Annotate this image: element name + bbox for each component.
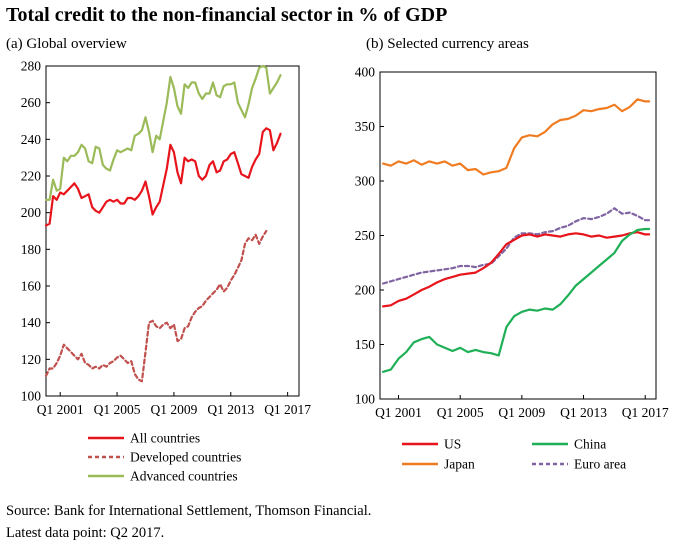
right-y-tick-label: 350 [355, 119, 376, 134]
left-y-tick-label: 220 [21, 169, 42, 184]
right-y-tick-label: 300 [355, 174, 376, 189]
right-y-tick-label: 200 [355, 283, 376, 298]
left-y-tick-label: 140 [21, 315, 42, 330]
left-y-tick-label: 200 [21, 205, 42, 220]
left-x-tick-label: Q1 2013 [207, 402, 254, 417]
right-x-tick-label: Q1 2001 [375, 405, 422, 420]
left-x-tick-label: Q1 2005 [94, 402, 141, 417]
right-series-line-japan [382, 98, 651, 176]
right-x-tick-label: Q1 2017 [622, 405, 669, 420]
right-series-line-euro [382, 207, 651, 285]
right-y-tick-label: 250 [355, 228, 376, 243]
right-x-tick-label: Q1 2005 [437, 405, 484, 420]
right-legend-label-euro: Euro area [574, 457, 626, 472]
right-y-tick-label: 100 [355, 392, 376, 407]
right-series-line-china [382, 227, 651, 373]
left-y-tick-label: 260 [21, 95, 42, 110]
right-y-tick-label: 150 [355, 337, 376, 352]
main-title: Total credit to the non-financial sector… [6, 4, 448, 26]
right-legend-label-china: China [574, 437, 606, 452]
left-series-line-developed [44, 229, 268, 383]
left-series-line-all [44, 127, 282, 227]
right-panel-title: (b) Selected currency areas [366, 36, 529, 52]
left-panel-title: (a) Global overview [6, 36, 127, 52]
left-y-tick-label: 100 [21, 389, 42, 404]
left-y-tick-label: 240 [21, 132, 42, 147]
right-y-tick-label: 400 [355, 65, 376, 80]
left-legend-label-advanced: Advanced countries [130, 469, 238, 484]
right-x-tick-label: Q1 2009 [498, 405, 545, 420]
left-x-tick-label: Q1 2009 [150, 402, 197, 417]
left-y-tick-label: 160 [21, 279, 42, 294]
left-legend-label-all: All countries [130, 431, 200, 446]
right-legend-label-us: US [444, 437, 461, 452]
left-plot-frame [45, 65, 300, 397]
left-y-tick-label: 280 [21, 59, 42, 74]
right-x-tick-label: Q1 2013 [560, 405, 607, 420]
left-x-tick-label: Q1 2017 [264, 402, 311, 417]
left-legend-label-developed: Developed countries [130, 450, 241, 465]
right-legend-label-japan: Japan [444, 457, 475, 472]
left-y-tick-label: 120 [21, 352, 42, 367]
left-series-line-advanced [44, 64, 282, 201]
source-note: Source: Bank for International Settlemen… [6, 503, 372, 519]
left-y-tick-label: 180 [21, 242, 42, 257]
right-series-line-us [382, 231, 651, 308]
left-x-tick-label: Q1 2001 [37, 402, 84, 417]
latest-data-note: Latest data point: Q2 2017. [6, 525, 165, 541]
